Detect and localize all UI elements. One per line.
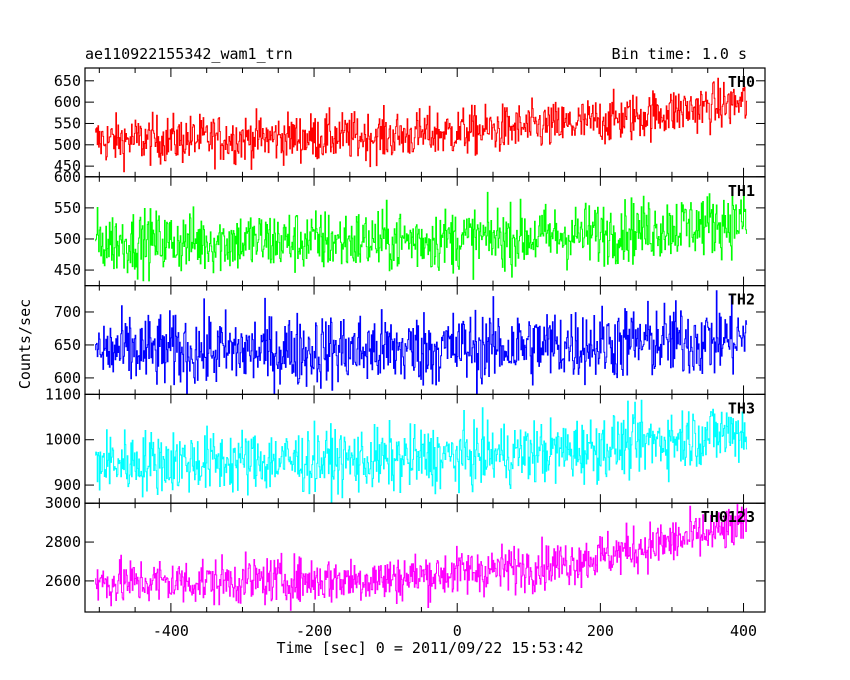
- series-line-th1: [95, 188, 748, 282]
- series-line-th0: [95, 77, 748, 173]
- y-tick-label: 450: [54, 261, 81, 279]
- x-tick-label: 400: [730, 622, 757, 640]
- bin-time-label: Bin time: 1.0 s: [611, 45, 747, 63]
- panel-frame-th0123: [84, 502, 766, 613]
- y-tick-label: 900: [54, 476, 81, 494]
- series-label-th2: TH2: [728, 291, 755, 309]
- y-tick-label: 1100: [45, 385, 81, 403]
- series-label-th1: TH1: [728, 182, 755, 200]
- y-tick-label: 600: [54, 168, 81, 186]
- x-tick-label: 0: [453, 622, 462, 640]
- series-line-th0123: [95, 504, 748, 611]
- y-tick-label: 450: [54, 157, 81, 175]
- series-label-th0: TH0: [728, 73, 755, 91]
- y-tick-label: 550: [54, 199, 81, 217]
- x-tick-label: 200: [587, 622, 614, 640]
- y-tick-label: 2600: [45, 572, 81, 590]
- y-tick-label: 500: [54, 136, 81, 154]
- y-tick-label: 2800: [45, 533, 81, 551]
- y-tick-label: 550: [54, 114, 81, 132]
- chart-title: ae110922155342_wam1_trn: [85, 45, 293, 63]
- y-tick-label: 600: [54, 93, 81, 111]
- y-axis-label: Counts/sec: [16, 298, 34, 390]
- series-label-th0123: TH0123: [701, 508, 755, 526]
- series-line-th3: [95, 399, 748, 504]
- x-axis-label: Time [sec] 0 = 2011/09/22 15:53:42: [276, 639, 584, 657]
- x-tick-label: -200: [296, 622, 332, 640]
- y-tick-label: 650: [54, 72, 81, 90]
- y-tick-label: 3000: [45, 494, 81, 512]
- y-tick-label: 600: [54, 369, 81, 387]
- y-tick-label: 650: [54, 336, 81, 354]
- series-label-th3: TH3: [728, 399, 755, 417]
- x-tick-label: -400: [153, 622, 189, 640]
- y-tick-label: 700: [54, 303, 81, 321]
- y-tick-label: 500: [54, 230, 81, 248]
- y-tick-label: 1000: [45, 431, 81, 449]
- series-line-th2: [95, 290, 748, 395]
